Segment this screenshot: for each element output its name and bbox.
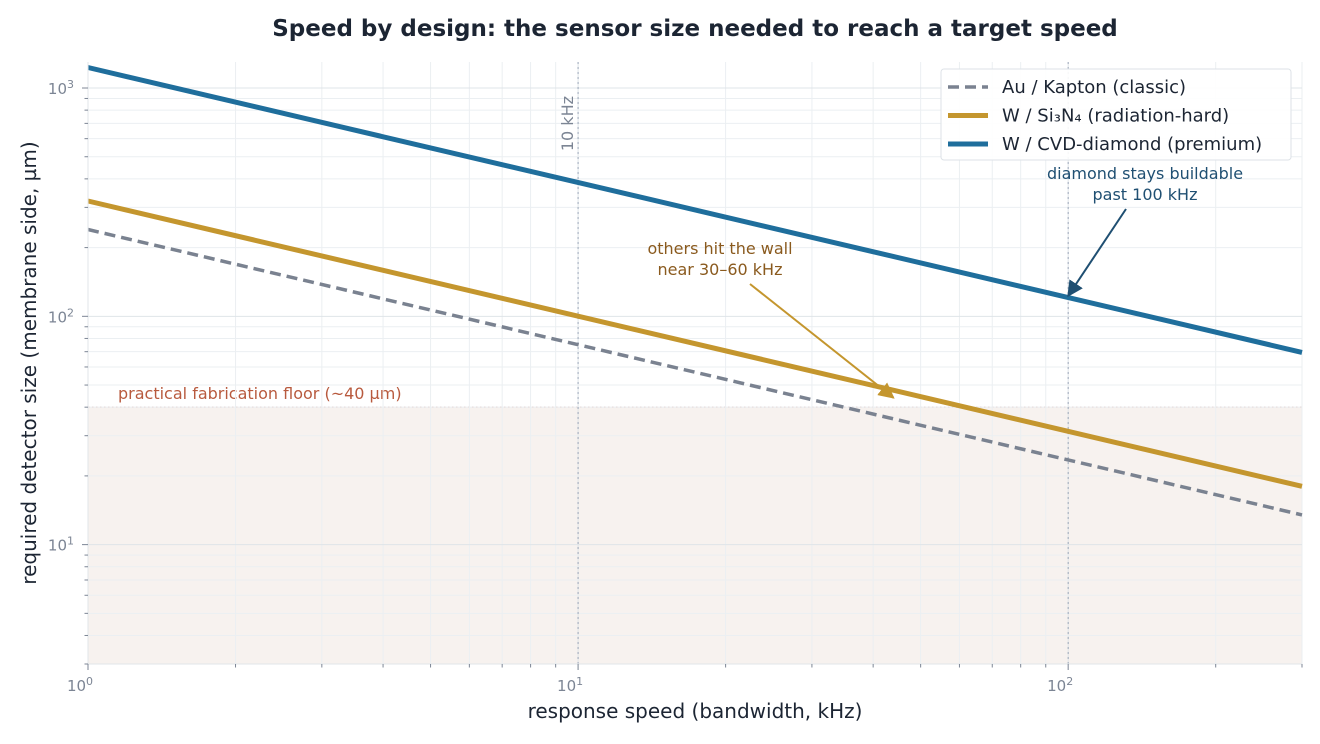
x-tick-exponent: 0: [86, 675, 93, 688]
y-tick-label: 102: [48, 306, 74, 326]
annotation-text: diamond stays buildable: [1047, 164, 1243, 183]
fabrication-floor-region: [88, 407, 1302, 664]
legend-label-2: W / CVD-diamond (premium): [1002, 134, 1262, 155]
annotation-text: near 30–60 kHz: [658, 260, 783, 279]
legend-label-1: W / Si₃N₄ (radiation-hard): [1002, 106, 1229, 127]
chart-title: Speed by design: the sensor size needed …: [272, 16, 1118, 42]
legend-box: [940, 68, 1292, 161]
legend-label-0: Au / Kapton (classic): [1002, 77, 1186, 98]
x-axis-label: response speed (bandwidth, kHz): [528, 699, 863, 723]
y-tick-exponent: 3: [67, 78, 74, 91]
x-tick-base: 10: [67, 677, 86, 695]
x-tick-label: 102: [1047, 675, 1073, 695]
annotation-arrow: [1067, 208, 1127, 298]
reference-line-label: 10 kHz: [558, 96, 577, 151]
fabrication-floor-label: practical fabrication floor (~40 µm): [118, 384, 402, 403]
x-tick-label: 100: [67, 675, 93, 695]
y-axis-label: required detector size (membrane side, µ…: [17, 141, 41, 584]
annotation-text: past 100 kHz: [1093, 185, 1198, 204]
y-tick-label: 101: [48, 535, 74, 555]
y-tick-label: 103: [48, 78, 74, 98]
x-tick-exponent: 1: [576, 675, 583, 688]
y-tick-base: 10: [48, 308, 67, 326]
annotation-text: others hit the wall: [647, 239, 792, 258]
legend: Au / Kapton (classic) W / Si₃N₄ (radiatio…: [940, 68, 1292, 161]
x-tick-exponent: 2: [1066, 675, 1073, 688]
series-line-0: [87, 227, 1303, 517]
y-tick-exponent: 1: [67, 535, 74, 548]
y-tick-exponent: 2: [67, 306, 74, 319]
y-tick-base: 10: [48, 537, 67, 555]
annotation-arrow: [749, 283, 895, 399]
x-tick-label: 101: [557, 675, 583, 695]
series-line-1: [87, 198, 1303, 489]
y-tick-base: 10: [48, 80, 67, 98]
x-tick-base: 10: [1047, 677, 1066, 695]
series-line-2: [87, 65, 1303, 355]
x-tick-base: 10: [557, 677, 576, 695]
